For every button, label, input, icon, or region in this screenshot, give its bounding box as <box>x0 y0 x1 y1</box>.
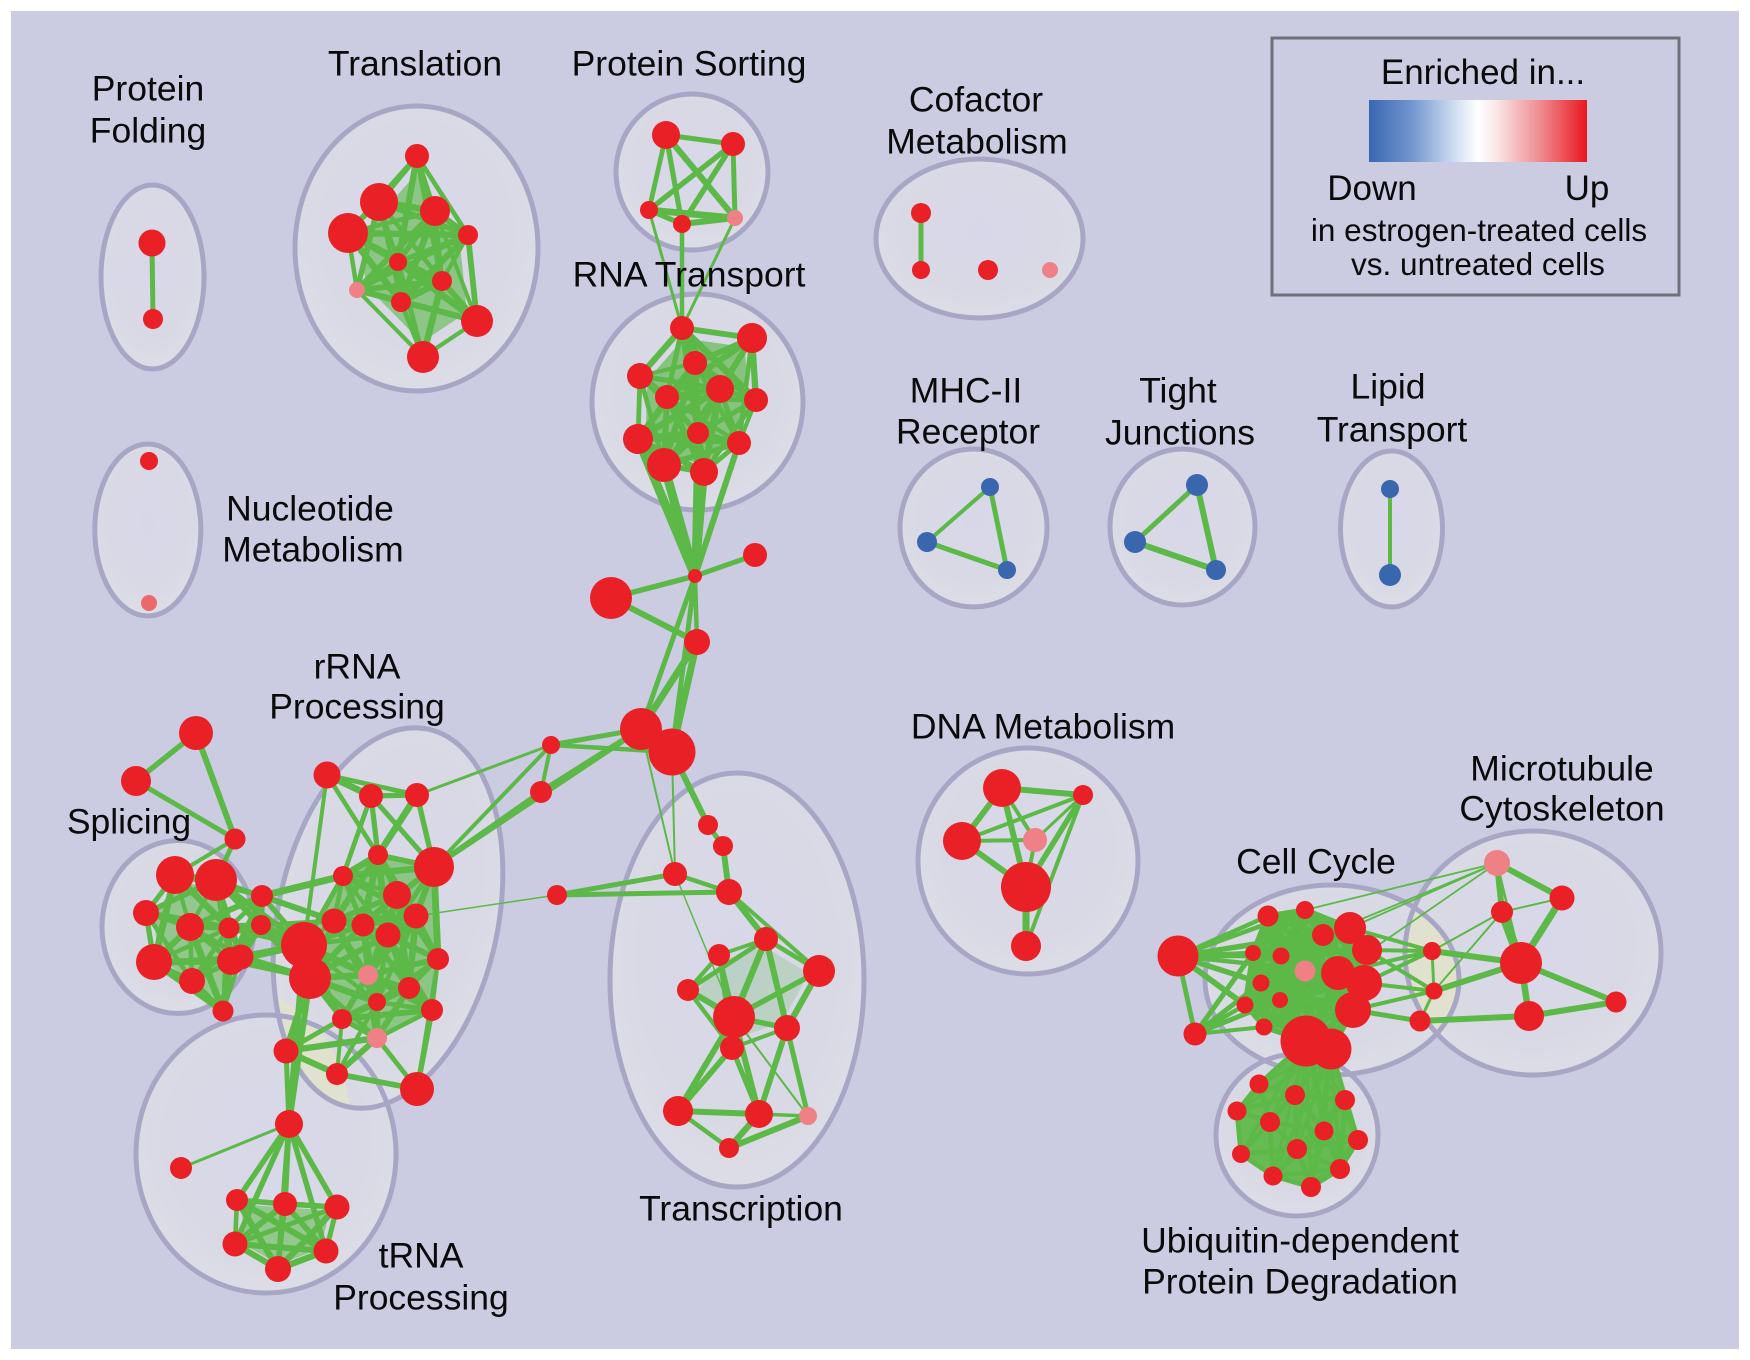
svg-text:Splicing: Splicing <box>67 802 191 842</box>
svg-text:Up: Up <box>1565 169 1610 208</box>
svg-text:rRNA: rRNA <box>314 647 401 687</box>
svg-text:Translation: Translation <box>328 44 502 84</box>
svg-text:vs. untreated cells: vs. untreated cells <box>1351 246 1605 282</box>
svg-text:Transport: Transport <box>1317 410 1468 450</box>
svg-text:in estrogen-treated cells: in estrogen-treated cells <box>1311 212 1647 248</box>
svg-text:Protein Degradation: Protein Degradation <box>1142 1262 1458 1302</box>
svg-text:Ubiquitin-dependent: Ubiquitin-dependent <box>1141 1221 1459 1261</box>
svg-text:Junctions: Junctions <box>1105 413 1255 453</box>
svg-text:Microtubule: Microtubule <box>1470 749 1654 789</box>
svg-text:Tight: Tight <box>1139 371 1217 411</box>
svg-text:DNA Metabolism: DNA Metabolism <box>911 707 1175 747</box>
svg-text:Metabolism: Metabolism <box>222 530 404 570</box>
svg-text:Metabolism: Metabolism <box>886 122 1068 162</box>
svg-text:Protein: Protein <box>92 69 204 109</box>
svg-text:Cofactor: Cofactor <box>909 80 1043 120</box>
svg-text:Cell Cycle: Cell Cycle <box>1236 842 1396 882</box>
svg-text:Nucleotide: Nucleotide <box>226 489 394 529</box>
svg-text:MHC-II: MHC-II <box>910 371 1022 411</box>
svg-text:Receptor: Receptor <box>896 412 1040 452</box>
svg-text:Down: Down <box>1327 169 1416 208</box>
svg-text:Enriched in...: Enriched in... <box>1381 53 1585 92</box>
svg-text:Processing: Processing <box>269 687 445 727</box>
svg-text:Processing: Processing <box>333 1278 509 1318</box>
svg-text:Lipid: Lipid <box>1350 367 1425 407</box>
svg-text:tRNA: tRNA <box>379 1236 464 1276</box>
svg-text:Protein Sorting: Protein Sorting <box>572 44 807 84</box>
svg-text:Cytoskeleton: Cytoskeleton <box>1459 789 1664 829</box>
svg-text:Transcription: Transcription <box>639 1189 843 1229</box>
svg-text:Folding: Folding <box>90 111 206 151</box>
svg-text:RNA Transport: RNA Transport <box>573 255 806 295</box>
